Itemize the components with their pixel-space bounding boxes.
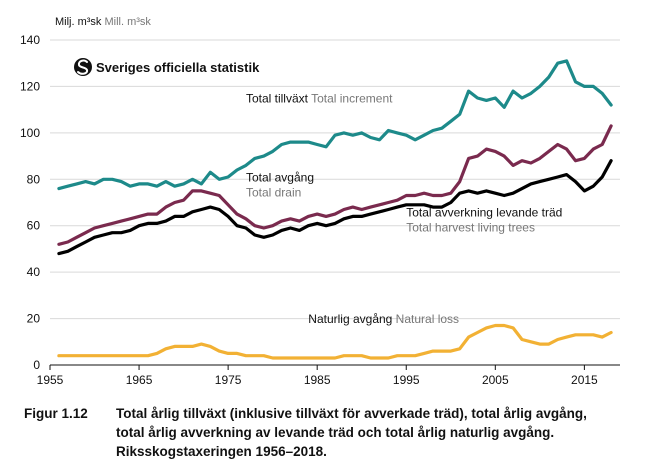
caption-line: Total årlig tillväxt (inklusive tillväxt… <box>116 406 587 421</box>
y-unit-label-sv: Milj. m³sk <box>55 16 105 28</box>
y-tick-label: 0 <box>33 358 40 372</box>
series-label-sv: Naturlig avgång <box>308 312 395 326</box>
axes <box>49 364 620 370</box>
series-label-en: Natural loss <box>396 312 459 326</box>
y-tick-label: 100 <box>20 126 40 140</box>
series-label-sv: Total avgång <box>246 171 314 185</box>
series-annotations: Total tillväxt Total increment Total avgå… <box>246 92 562 327</box>
x-tick-label: 2005 <box>482 373 509 387</box>
series-label: Naturlig avgång Natural loss <box>308 312 459 326</box>
x-tick-label: 1995 <box>393 373 420 387</box>
figure-caption-text: Total årlig tillväxt (inklusive tillväxt… <box>116 404 656 461</box>
series-line-total-tillväxt <box>57 59 613 191</box>
series-line-total-avgång <box>57 124 613 246</box>
x-tick-label: 1985 <box>304 373 331 387</box>
official-statistics-logo: Sveriges officiella statistik <box>74 58 260 76</box>
series-label-en: Total harvest living trees <box>406 220 535 234</box>
series-lines <box>57 59 613 360</box>
series-label-sv: Total tillväxt <box>246 92 311 106</box>
x-tick-label: 2015 <box>571 373 598 387</box>
y-tick-label: 40 <box>27 265 41 279</box>
tick-labels: 0 20 40 60 80 100 120 140 1955 1965 1975 1985 1995 20… <box>20 33 598 387</box>
y-tick-label: 120 <box>20 79 40 93</box>
series-line-total-avverkning-levande-träd <box>57 159 613 256</box>
y-tick-label: 20 <box>27 312 41 326</box>
caption-line: total årlig avverkning av levande träd o… <box>116 425 555 440</box>
y-unit-label: Milj. m³sk Mill. m³sk <box>55 16 151 28</box>
series-label-en: Total increment <box>311 92 393 106</box>
logo-text: Sveriges officiella statistik <box>96 60 260 75</box>
x-tick-label: 1975 <box>215 373 242 387</box>
series-label-sv: Total avverkning levande träd <box>406 205 562 219</box>
y-unit-label-en: Mill. m³sk <box>105 16 152 28</box>
caption-line: Riksskogstaxeringen 1956–2018. <box>116 444 327 459</box>
x-tick-label: 1955 <box>37 373 64 387</box>
series-label-en: Total drain <box>246 186 301 200</box>
x-tick-label: 1965 <box>126 373 153 387</box>
y-tick-label: 140 <box>20 33 40 47</box>
y-tick-label: 80 <box>27 172 41 186</box>
figure-label: Figur 1.12 <box>24 406 88 421</box>
line-chart: 0 20 40 60 80 100 120 140 1955 1965 1975 1985 1995 20… <box>20 16 620 387</box>
series-label: Total tillväxt Total increment <box>246 92 393 106</box>
y-tick-label: 60 <box>27 219 41 233</box>
series-line-naturlig-avgång <box>57 323 613 360</box>
gridlines <box>50 39 620 320</box>
